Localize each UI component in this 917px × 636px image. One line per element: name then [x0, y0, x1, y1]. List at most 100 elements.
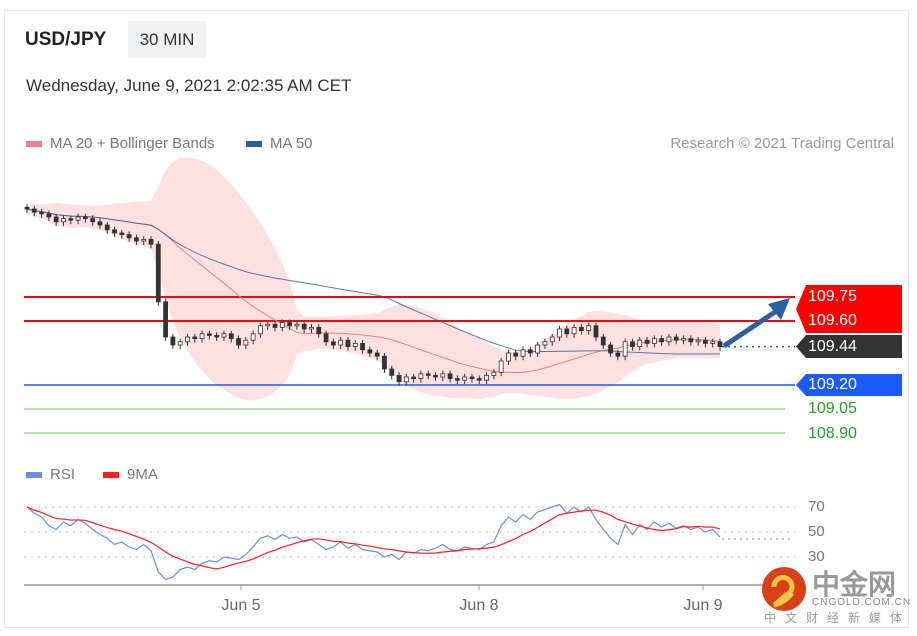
candle-body [630, 341, 635, 347]
x-label-jun8: Jun 8 [459, 597, 499, 614]
rsi-9ma-line [26, 506, 721, 570]
candle-body [447, 373, 453, 379]
candle-body [382, 355, 387, 370]
candle-body [31, 208, 37, 213]
candle-body [316, 326, 322, 335]
candle-body [403, 376, 409, 383]
candle-body [579, 326, 584, 331]
legend-ma20: MA 20 + Bollinger Bands [26, 135, 215, 152]
candle-body [520, 349, 526, 357]
candle-body [265, 323, 271, 327]
bollinger-band [27, 157, 720, 401]
watermark-logo: 中金网 CNGOLD.COM.CN 中文财经新媒体 [760, 565, 910, 625]
candle-body [228, 333, 234, 339]
target-1-label: 109.05 [808, 400, 857, 417]
rsi-tick-30: 30 [808, 548, 825, 565]
candle-body [666, 336, 672, 343]
candle-body [469, 376, 475, 380]
candle-body [586, 325, 592, 331]
candle-body [717, 341, 723, 347]
candle-body [593, 325, 599, 338]
forecast-arrow [722, 307, 780, 349]
candle-body [46, 213, 52, 218]
candle-body [243, 339, 249, 346]
legend-9ma: 9MA [103, 466, 158, 483]
candle-body [155, 243, 161, 303]
candle-body [418, 373, 424, 379]
candle-body [462, 376, 468, 381]
candle-body [637, 339, 643, 348]
candle-body [39, 211, 44, 215]
candle-body [513, 352, 519, 357]
candle-body [258, 325, 263, 335]
x-label-jun9: Jun 9 [683, 597, 723, 614]
rsi-swatch [26, 471, 42, 478]
candle-body [301, 323, 307, 330]
candle-body [374, 352, 380, 357]
candle-body [527, 349, 533, 354]
candle-body [622, 341, 628, 357]
current-price-tag [796, 335, 902, 358]
candle-body [24, 206, 30, 210]
candle-body [425, 373, 431, 376]
candle-body [330, 341, 336, 346]
candle-body [97, 221, 103, 226]
resistance-2-label: 109.60 [808, 312, 857, 329]
candle-body [484, 374, 489, 381]
candle-body [411, 376, 417, 380]
rsi-tick-70: 70 [808, 498, 825, 515]
candle-body [476, 378, 482, 381]
resistance-1-label: 109.75 [808, 288, 857, 305]
candle-body [440, 373, 446, 378]
legend-ma20-label: MA 20 + Bollinger Bands [50, 135, 215, 152]
candle-body [185, 336, 190, 343]
candle-body [644, 339, 650, 344]
candle-body [498, 360, 504, 373]
candle-body [360, 342, 365, 351]
forecast-arrowhead [768, 298, 790, 320]
legend-rsi-label: RSI [50, 466, 76, 483]
candle-body [703, 339, 708, 344]
candle-body [608, 344, 613, 354]
candle-body [287, 322, 293, 327]
candle-body [104, 224, 110, 231]
candle-body [272, 323, 278, 328]
candle-body [75, 216, 81, 221]
candle-body [236, 338, 241, 346]
ma50-line [26, 208, 721, 355]
candle-body [250, 333, 256, 341]
legend-ma50: MA 50 [246, 135, 313, 152]
candle-body [309, 326, 314, 330]
candle-body [134, 237, 139, 242]
candle-body [688, 338, 694, 343]
candle-body [294, 323, 300, 327]
candle-body [367, 349, 373, 354]
candle-body [345, 339, 351, 348]
ma50-swatch [246, 140, 262, 147]
support-tag [796, 374, 902, 396]
candle-body [506, 352, 511, 362]
candle-body [163, 301, 169, 338]
candle-body [557, 328, 562, 338]
rsi-line [26, 503, 721, 581]
candle-body [338, 339, 344, 346]
candle-body [396, 374, 402, 383]
chart-card [4, 10, 909, 628]
candle-body [433, 374, 438, 378]
candle-body [221, 333, 227, 338]
candle-body [206, 333, 212, 336]
candle-body [199, 333, 205, 339]
candle-body [126, 234, 132, 239]
watermark-sub: 中文财经新媒体 [764, 611, 912, 625]
source-credit: Research © 2021 Trading Central [670, 135, 894, 152]
x-label-jun5: Jun 5 [221, 597, 261, 614]
timeframe-button[interactable]: 30 MIN [128, 21, 206, 58]
legend-rsi: RSI [26, 466, 75, 483]
candle-body [695, 339, 701, 343]
target-2-label: 108.90 [808, 425, 857, 442]
ma20-swatch [26, 140, 42, 147]
ma9-swatch [103, 471, 119, 478]
watermark-cn: 中金网 [812, 569, 897, 600]
candle-body [710, 341, 716, 344]
